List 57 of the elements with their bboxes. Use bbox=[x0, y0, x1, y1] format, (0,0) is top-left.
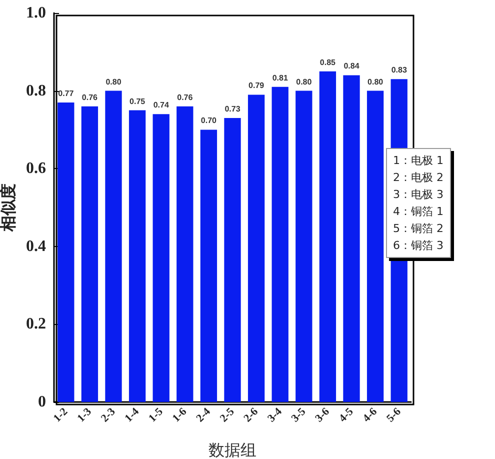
x-tick-label: 1-3 bbox=[75, 405, 94, 425]
data-label: 0.75 bbox=[130, 96, 146, 106]
annotation: 2：电极 2 bbox=[393, 170, 444, 186]
bar bbox=[58, 102, 74, 402]
bar bbox=[81, 106, 98, 402]
x-tick-label: 4-6 bbox=[360, 405, 380, 425]
bar bbox=[152, 114, 170, 402]
annotation: 4：铜箔 1 bbox=[393, 204, 444, 220]
data-label: 0.80 bbox=[368, 77, 384, 86]
data-label: 0.83 bbox=[391, 66, 408, 75]
x-tick-label: 2-3 bbox=[98, 405, 118, 425]
x-tick-label: 3-5 bbox=[289, 405, 308, 425]
bar bbox=[296, 90, 312, 402]
data-label: 0.79 bbox=[248, 81, 265, 90]
x-tick-label: 2-6 bbox=[242, 405, 261, 425]
data-label: 0.76 bbox=[82, 92, 98, 102]
x-tick-label: 1-5 bbox=[146, 405, 166, 425]
data-label: 0.81 bbox=[272, 73, 288, 82]
x-axis-title: 数据组 bbox=[208, 440, 256, 459]
bar bbox=[105, 90, 122, 402]
bar bbox=[176, 106, 194, 402]
y-tick-label: 0 bbox=[38, 394, 46, 410]
data-label: 0.80 bbox=[106, 77, 122, 86]
annotation: 1：电极 1 bbox=[393, 153, 444, 169]
x-tick-label: 1-4 bbox=[122, 405, 142, 425]
data-label: 0.70 bbox=[200, 116, 218, 126]
x-tick-label: 2-5 bbox=[218, 405, 238, 425]
data-label: 0.85 bbox=[320, 58, 336, 67]
data-label: 0.74 bbox=[153, 100, 170, 110]
x-tick-label: 2-4 bbox=[194, 405, 214, 425]
y-tick-label: 0.8 bbox=[26, 82, 46, 100]
x-tick-label: 3-6 bbox=[313, 405, 332, 425]
bar bbox=[272, 86, 288, 402]
annotation: 5：铜箔 2 bbox=[393, 221, 444, 237]
x-tick-label: 5-6 bbox=[384, 405, 404, 425]
x-tick-label: 1-2 bbox=[51, 405, 70, 425]
data-label: 0.84 bbox=[344, 62, 360, 71]
x-tick-label: 3-4 bbox=[265, 405, 285, 425]
y-tick-label: 0.2 bbox=[26, 316, 46, 333]
x-tick-label: 4-5 bbox=[336, 405, 356, 425]
bar bbox=[343, 75, 360, 402]
bar bbox=[319, 71, 336, 402]
bar bbox=[224, 118, 241, 402]
data-label: 0.76 bbox=[177, 92, 194, 102]
data-label: 0.80 bbox=[296, 77, 312, 86]
bar bbox=[248, 94, 265, 402]
annotation: 3：电极 3 bbox=[393, 187, 444, 203]
x-tick-label: 1-6 bbox=[170, 405, 190, 425]
y-tick-label: 0.6 bbox=[26, 160, 46, 178]
bar bbox=[128, 110, 146, 402]
annotation: 6：铜箔 3 bbox=[393, 238, 444, 254]
data-label: 0.73 bbox=[224, 104, 241, 114]
data-label: 0.77 bbox=[58, 88, 74, 98]
bar bbox=[366, 90, 384, 402]
y-tick-label: 0.4 bbox=[26, 238, 46, 255]
y-tick-label: 1.0 bbox=[26, 4, 46, 22]
bar bbox=[200, 130, 218, 402]
